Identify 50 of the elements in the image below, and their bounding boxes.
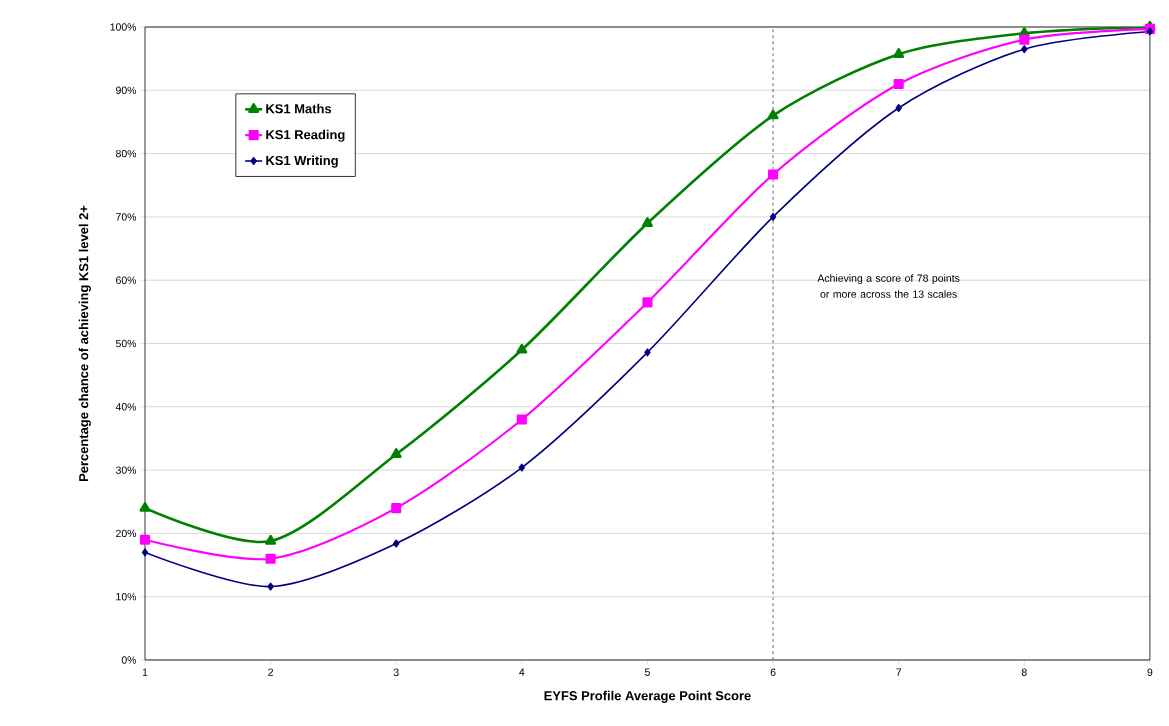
point (390, 448, 402, 458)
legend-label: KS1 Reading (266, 129, 345, 142)
y-axis-title: Percentage chance of achieving KS1 level 2+ (78, 205, 91, 482)
point (642, 297, 653, 308)
point (516, 414, 527, 425)
y-tick-label: 50% (115, 339, 137, 348)
x-tick-label: 6 (770, 668, 776, 676)
point (1146, 27, 1154, 36)
point (769, 212, 777, 221)
annotation: Achieving a score of 78 points or more across the 13 scales (817, 274, 960, 298)
x-tick-label: 8 (1021, 668, 1027, 676)
point (141, 548, 149, 557)
x-tick-label: 3 (393, 668, 399, 676)
point (516, 343, 528, 354)
point (893, 48, 905, 58)
legend-label: KS1 Maths (266, 103, 332, 114)
point (139, 501, 151, 512)
x-tick-label: 4 (519, 668, 525, 676)
y-tick-label: 20% (116, 529, 137, 538)
y-tick-label: 30% (115, 466, 137, 474)
x-tick-label: 2 (268, 668, 273, 676)
point (1021, 45, 1028, 54)
y-tick-label: 0% (121, 656, 137, 664)
y-tick-label: 60% (116, 276, 137, 284)
x-tick-label: 9 (1147, 668, 1153, 676)
legend-label: KS1 Writing (266, 155, 338, 168)
point (1019, 34, 1030, 45)
point (265, 553, 276, 564)
y-tick-label: 90% (116, 86, 137, 94)
point (265, 534, 277, 545)
point (391, 503, 402, 514)
point (139, 534, 151, 545)
point (893, 78, 904, 90)
x-tick-label: 1 (142, 668, 148, 676)
y-tick-label: 70% (116, 213, 137, 221)
point (644, 348, 651, 357)
y-tick-label: 40% (115, 403, 137, 411)
point (393, 539, 400, 548)
point (767, 109, 779, 120)
point (642, 217, 653, 227)
point (768, 169, 779, 180)
y-tick-label: 80% (116, 149, 137, 158)
y-tick-label: 10% (116, 593, 137, 601)
point (267, 582, 274, 591)
x-axis-title: EYFS Profile Average Point Score (544, 690, 751, 703)
point (895, 104, 902, 113)
point (518, 463, 526, 472)
x-tick-label: 5 (644, 668, 650, 676)
x-tick-label: 7 (896, 668, 902, 676)
y-tick-label: 100% (110, 23, 137, 31)
